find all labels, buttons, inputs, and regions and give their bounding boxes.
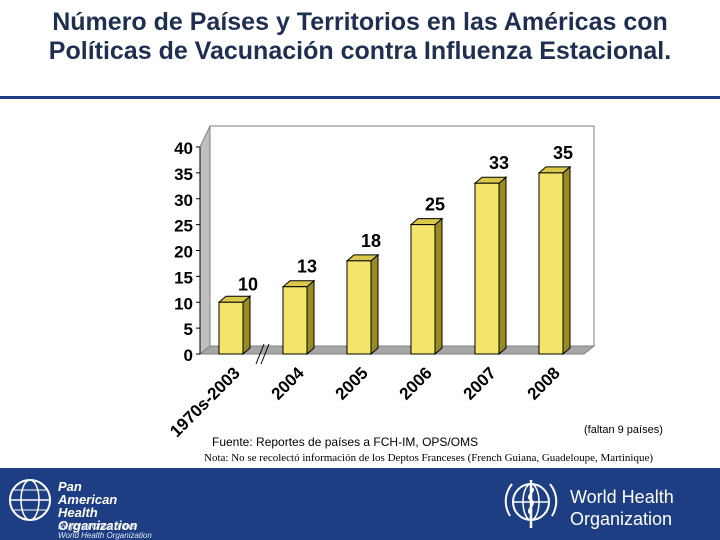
- data-label: 35: [553, 143, 573, 163]
- bar: [282, 286, 308, 355]
- who-name: World Health Organization: [570, 487, 674, 529]
- footer-bar: Pan American Health Organization Regiona…: [0, 468, 720, 540]
- y-tick-label: 40: [174, 139, 193, 158]
- bar: [346, 260, 372, 355]
- bar-chart: 0 5 10 15 20 25 30 35 40 10 1970s-2003 13 2004 18 2005…: [166, 125, 596, 441]
- source-text: Fuente: Reportes de países a FCH-IM, OPS…: [212, 435, 479, 449]
- category-label: 2008: [524, 363, 564, 403]
- y-tick-label: 15: [174, 268, 193, 287]
- bar-side: [306, 279, 315, 356]
- bar-side: [370, 253, 379, 356]
- chart-side-wall: [199, 125, 211, 356]
- y-tick-label: 10: [174, 294, 193, 313]
- bar: [474, 182, 500, 355]
- data-label: 25: [425, 195, 445, 215]
- data-label: 33: [489, 153, 509, 173]
- bar-side: [498, 176, 507, 356]
- y-tick-label: 20: [174, 243, 193, 262]
- y-tick-label: 35: [174, 165, 193, 184]
- category-label: 2005: [332, 363, 372, 403]
- bar-side: [562, 165, 571, 356]
- bar-side: [242, 295, 251, 356]
- globe-icon: [9, 479, 51, 521]
- footnote: Nota: No se recolectó información de los…: [204, 452, 654, 464]
- chart-title: Número de Países y Territorios en las Am…: [48, 8, 672, 65]
- y-tick-label: 0: [184, 346, 193, 365]
- chart-floor: [198, 345, 596, 355]
- y-tick-label: 5: [184, 320, 193, 339]
- data-label: 10: [238, 274, 258, 294]
- category-label: 1970s-2003: [166, 363, 244, 441]
- paho-name: Pan American Health Organization: [58, 479, 138, 533]
- bar: [538, 172, 564, 355]
- bar: [410, 224, 436, 355]
- missing-countries-note: (faltan 9 países): [584, 424, 663, 436]
- axis-break-mark: [260, 343, 270, 365]
- data-label: 13: [297, 257, 317, 277]
- bar: [218, 301, 244, 355]
- category-label: 2004: [268, 363, 309, 404]
- axis-break-mark: [255, 343, 265, 365]
- paho-subtitle: Regional Office of the World Health Orga…: [58, 522, 152, 540]
- category-label: 2007: [460, 363, 500, 403]
- y-tick-label: 25: [174, 217, 193, 236]
- bar-side: [434, 217, 443, 356]
- data-label: 18: [361, 231, 381, 251]
- y-tick-label: 30: [174, 191, 193, 210]
- who-emblem-icon: [504, 480, 558, 528]
- chart-back-wall: [209, 125, 595, 347]
- title-divider: [0, 96, 720, 99]
- category-label: 2006: [396, 363, 436, 403]
